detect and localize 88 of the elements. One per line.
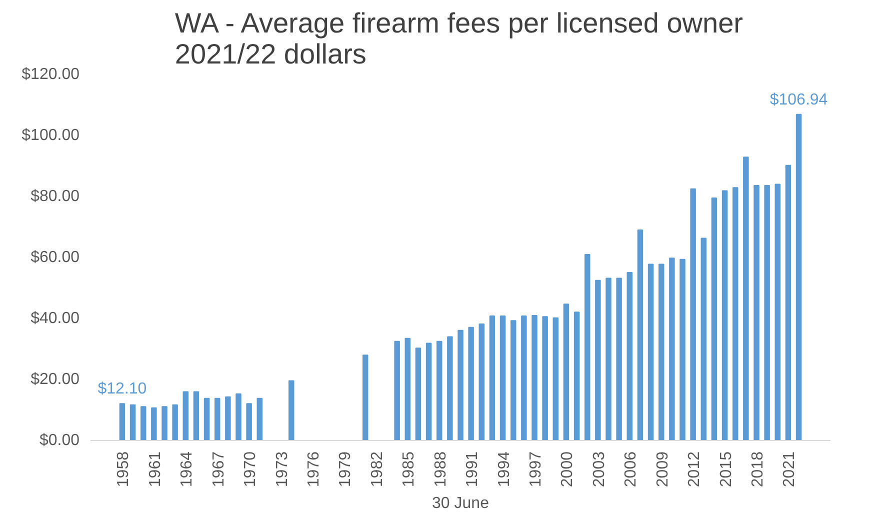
bar	[204, 398, 210, 440]
bar	[426, 342, 432, 440]
bar	[743, 156, 749, 440]
bar	[574, 312, 580, 440]
x-tick-label: 1976	[306, 451, 322, 488]
bar	[563, 304, 570, 440]
bar	[510, 320, 516, 440]
y-tick-label: $80.00	[30, 188, 80, 205]
x-tick-label: 2006	[622, 451, 640, 488]
x-tick-label: 1964	[178, 451, 196, 488]
bar	[162, 406, 168, 440]
bar	[246, 403, 252, 440]
bar	[458, 330, 464, 440]
bar	[658, 264, 664, 440]
x-tick-label: 2018	[750, 451, 766, 488]
bar	[119, 403, 126, 440]
bar	[362, 354, 368, 440]
bar	[415, 348, 422, 440]
bar	[447, 336, 453, 440]
x-tick-label: 2000	[559, 451, 576, 488]
y-tick-label: $20.00	[30, 371, 80, 388]
bar	[584, 254, 590, 440]
x-tick-label: 1997	[528, 451, 544, 488]
y-tick-label: $60.00	[30, 249, 80, 266]
x-tick-label: 1982	[368, 451, 386, 488]
bar	[521, 316, 527, 440]
bar	[680, 258, 686, 440]
x-tick-label: 1961	[146, 451, 164, 488]
bar	[151, 407, 157, 440]
bar	[626, 272, 633, 440]
bar	[140, 406, 146, 440]
bar	[500, 316, 506, 440]
chart-title: WA - Average firearm fees per licensed owner 2021/22 dollars	[174, 8, 743, 70]
x-tick-label: 1958	[115, 451, 132, 488]
x-tick-label: 1973	[274, 451, 291, 488]
bar	[532, 314, 538, 440]
bar	[606, 278, 612, 440]
bar	[542, 316, 548, 440]
bar	[616, 278, 622, 440]
y-tick-label: $100.00	[22, 127, 80, 144]
bar	[172, 404, 178, 440]
x-tick-label: 1994	[496, 451, 513, 488]
bar	[130, 404, 136, 440]
x-axis-title: 30 June	[432, 495, 490, 512]
bar	[711, 198, 718, 440]
bar	[404, 338, 411, 440]
bar	[489, 316, 496, 440]
y-tick-label: $40.00	[30, 310, 80, 327]
x-tick-label: 2009	[654, 451, 672, 488]
x-tick-label: 2015	[718, 451, 735, 488]
bar	[669, 258, 675, 440]
bar	[774, 184, 781, 440]
bar	[478, 323, 485, 440]
bar	[436, 340, 442, 440]
bar	[796, 114, 802, 440]
x-tick-label: 1988	[432, 451, 450, 488]
bar	[637, 230, 644, 440]
bar	[288, 380, 294, 440]
bar	[236, 393, 242, 440]
x-tick-label: 1991	[464, 451, 482, 488]
y-tick-label: $120.00	[22, 66, 80, 83]
bar	[785, 164, 792, 440]
bar	[595, 280, 601, 440]
bar	[256, 398, 263, 440]
x-tick-label: 2003	[590, 451, 608, 488]
data-label: $106.94	[770, 91, 828, 108]
bar	[700, 238, 707, 440]
bar	[648, 264, 654, 440]
x-tick-label: 2012	[686, 451, 704, 488]
bar	[394, 340, 400, 440]
bar	[182, 391, 189, 440]
bar	[225, 396, 231, 440]
x-tick-label: 1970	[242, 451, 260, 488]
x-tick-label: 1985	[400, 451, 418, 488]
y-tick-label: $0.00	[39, 432, 80, 449]
data-label: $12.10	[98, 380, 147, 398]
x-tick-label: 1979	[337, 451, 354, 488]
x-tick-label: 1967	[210, 451, 228, 488]
bar	[764, 185, 770, 440]
bar	[214, 398, 220, 440]
x-tick-label: 2021	[781, 451, 798, 488]
bar	[552, 317, 559, 440]
bar	[690, 188, 696, 440]
bar	[754, 185, 760, 440]
bar	[722, 190, 728, 440]
bar	[732, 187, 738, 440]
bar	[193, 391, 200, 440]
bar	[468, 326, 474, 440]
